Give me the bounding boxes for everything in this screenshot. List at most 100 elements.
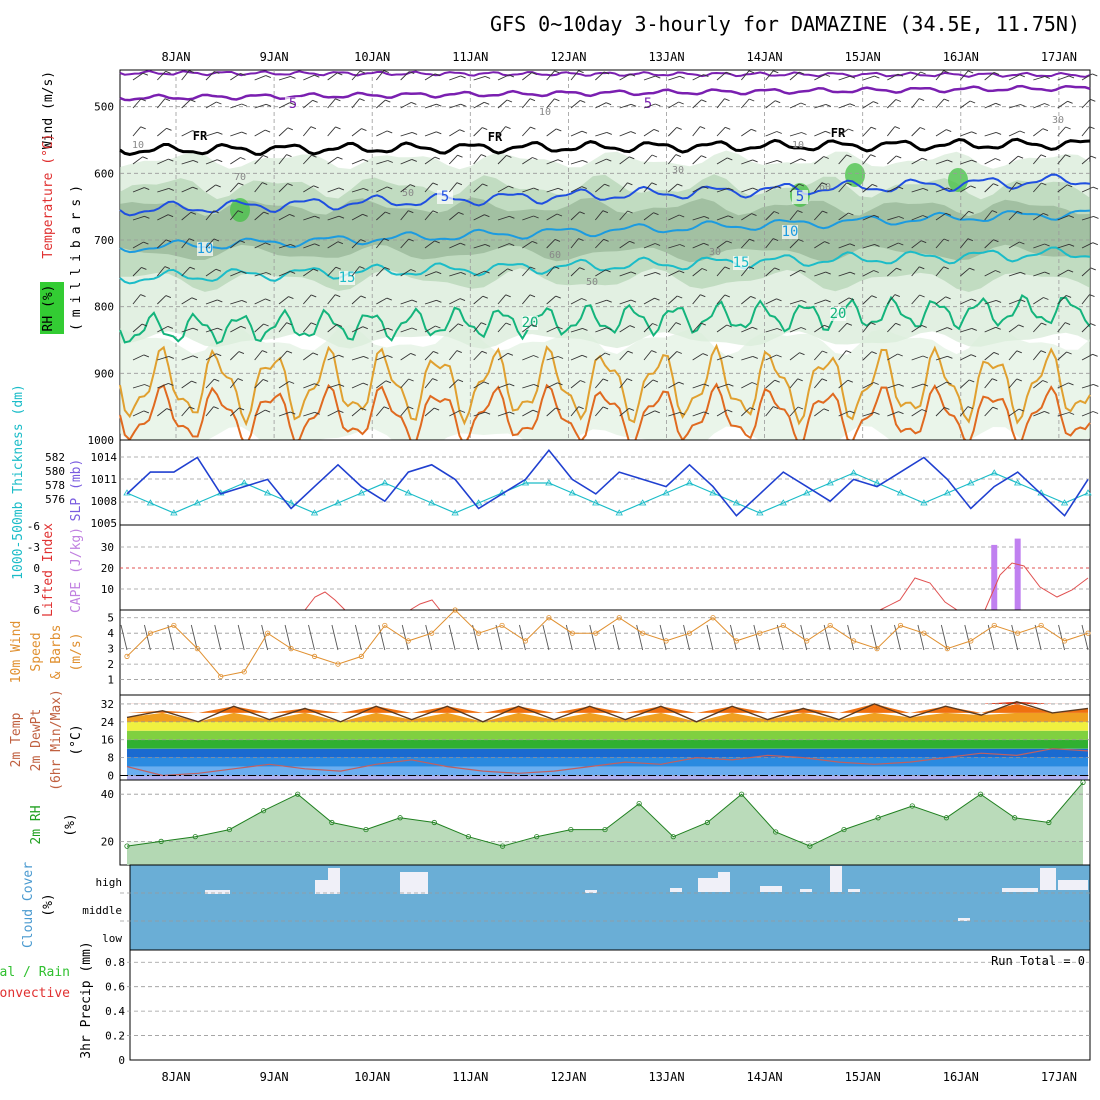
wind-barb-flag	[1064, 322, 1071, 326]
wind-barb	[838, 379, 849, 389]
wind-barb-flag	[678, 101, 684, 105]
wind-barb	[254, 298, 266, 305]
wind-contour-upper	[119, 69, 1091, 78]
wind-barb	[960, 379, 970, 389]
cape-frame	[119, 524, 1091, 611]
wind-speed-series-point	[265, 630, 271, 636]
wind-barb-flag	[556, 213, 563, 217]
precip-axis-label: 3hr Precip (mm)	[79, 941, 94, 1058]
wind-axis-label: & Barbs	[49, 625, 64, 680]
wind-barb	[303, 243, 315, 249]
wind-barb	[278, 154, 287, 165]
wind-barb-flag	[752, 187, 758, 191]
cloud-block	[1058, 880, 1088, 890]
wind-speed-series-point	[218, 673, 224, 680]
surface-wind-barb	[964, 624, 972, 651]
wind-barb	[376, 267, 386, 277]
wind-barb-flag	[164, 98, 171, 102]
surface-wind-barb	[190, 624, 198, 651]
rh-contour-label: 30	[709, 247, 721, 258]
wind-barb-flag	[896, 155, 902, 159]
thickness-series-point	[849, 469, 858, 476]
wind-barb-flag	[630, 299, 637, 303]
wind-barb-flag	[679, 75, 685, 79]
wind-barb	[157, 295, 167, 305]
wind-barb	[959, 406, 969, 417]
isotherm-25	[119, 343, 1091, 427]
wind-barb	[789, 158, 801, 165]
wind-barb-flag	[947, 159, 953, 163]
wind-barb	[1033, 271, 1045, 277]
wind-speed-series-point	[640, 630, 646, 636]
rh-contour-label: 10	[132, 140, 144, 151]
precip-tick: 0	[118, 1054, 125, 1067]
thickness-series-point	[521, 479, 530, 486]
rh-series-point	[465, 834, 472, 840]
wind-barb-flag	[749, 238, 755, 242]
wind-barb	[984, 210, 993, 221]
wind-barb-flag	[484, 101, 490, 105]
wind-barb	[886, 294, 896, 305]
temp-band	[127, 721, 1088, 731]
wind-barb-flag	[555, 407, 561, 411]
wind-barb-flag	[726, 71, 732, 75]
wind-barb	[521, 126, 531, 137]
rh-series-point	[363, 826, 369, 833]
wind-barb	[935, 355, 948, 361]
cloud-block	[718, 872, 730, 892]
wind-barb-flag	[606, 131, 612, 135]
wind-barb	[497, 411, 510, 417]
thickness-series-point	[803, 489, 811, 496]
rh-series-point	[260, 808, 267, 814]
wind-barb	[278, 350, 288, 361]
cape-tick: 20	[101, 562, 114, 575]
surface-wind-barb	[659, 624, 667, 651]
wind-barb	[789, 210, 798, 221]
contour-label-bg	[339, 271, 355, 285]
wind-barb-flag	[362, 382, 369, 386]
wind-barb-flag	[898, 216, 904, 219]
wind-barb-flag	[1065, 154, 1071, 158]
wind-barb-flag	[362, 158, 369, 162]
wind-barb	[1032, 182, 1042, 193]
wind-barb	[1081, 267, 1092, 277]
wind-barb-flag	[241, 103, 247, 107]
wind-barb	[327, 72, 338, 81]
wind-barb-flag	[312, 99, 318, 103]
slp-tick: 1011	[91, 473, 118, 486]
thickness-series	[126, 472, 1089, 514]
chart-title: GFS 0~10day 3-hourly for DAMAZINE (34.5E…	[490, 12, 1080, 36]
wind-barb-flag	[192, 130, 198, 134]
wind-barb-flag	[653, 212, 659, 216]
rh-axis-label: 2m RH	[29, 805, 44, 844]
wind-barb	[838, 128, 849, 137]
wind-barb-flag	[822, 210, 828, 214]
wind-barb	[351, 407, 362, 417]
wind-barb-flag	[217, 327, 223, 331]
wind-barb-flag	[581, 354, 588, 358]
wind-barb	[254, 211, 264, 221]
wind-barb-flag	[654, 297, 660, 301]
wind-speed-series-point	[804, 638, 810, 644]
contour-label-bg	[522, 316, 538, 330]
wind-barb-flag	[192, 159, 199, 163]
wind-barb-flag	[701, 155, 707, 159]
wind-barb	[838, 75, 851, 81]
temp-axis-label: 2m DewPt	[29, 709, 44, 772]
wind-barb-flag	[1016, 182, 1022, 186]
cloud-block	[830, 866, 842, 892]
wind-barb-flag	[314, 411, 320, 415]
wind-barb	[400, 158, 412, 165]
wind-barb	[887, 216, 899, 221]
day-label-bottom: 14JAN	[747, 1070, 783, 1084]
wind-barb	[838, 154, 847, 165]
wind-barb-flag	[360, 295, 366, 299]
wind-barb-flag	[482, 127, 488, 131]
thickness-series-point	[896, 489, 905, 496]
wind-barb-flag	[1068, 75, 1075, 79]
wind-barb-flag	[969, 379, 975, 383]
wind-barb-flag	[189, 266, 196, 270]
wind-barb-flag	[141, 266, 147, 270]
wind-barb	[424, 131, 437, 137]
